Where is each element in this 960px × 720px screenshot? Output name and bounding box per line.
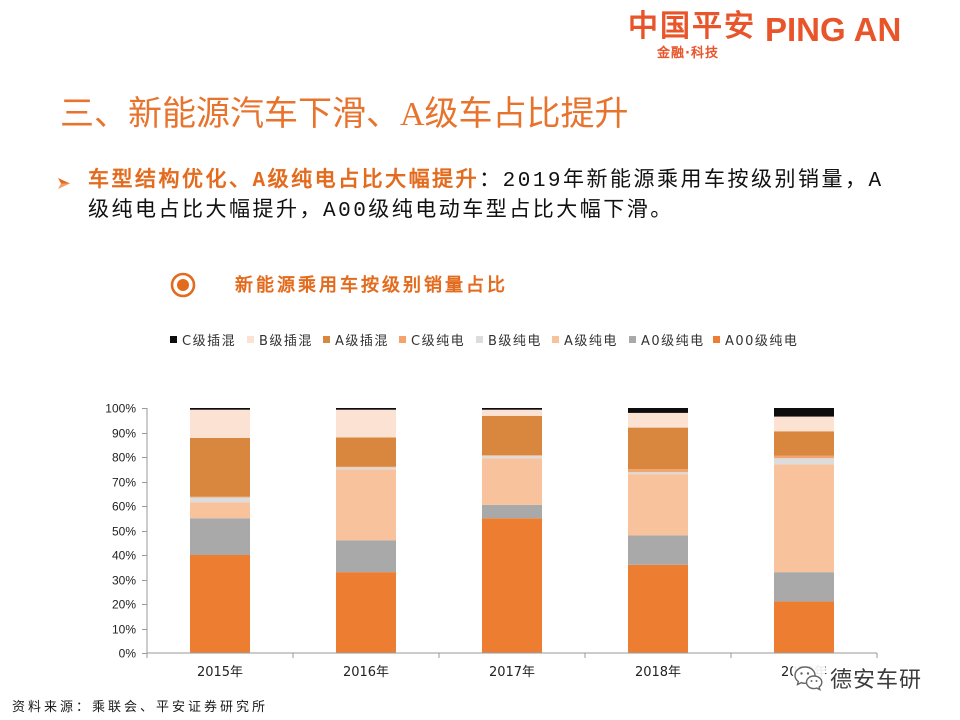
bar-segment-y0-s4 <box>190 496 250 498</box>
bar-segment-y1-s6 <box>336 409 396 438</box>
y-axis-label: 40% <box>112 549 136 563</box>
y-axis-label: 30% <box>112 574 136 588</box>
bar-segment-y3-s2 <box>628 474 688 536</box>
watermark-text: 德安车研 <box>830 668 923 693</box>
bar-segment-y4-s1 <box>774 572 834 602</box>
legend-marker <box>323 335 330 343</box>
bar-segment-y3-s3 <box>628 472 688 475</box>
bar-segment-y0-s3 <box>190 497 250 503</box>
legend-label: A级插混 <box>335 333 389 349</box>
x-axis-label: 2018年 <box>635 665 681 680</box>
bar-segment-y1-s3 <box>336 467 396 470</box>
bar-segment-y3-s6 <box>628 412 688 428</box>
legend-item-c-bev: C级纯电 <box>399 331 466 349</box>
bullet-highlight: 车型结构优化、A级纯电占比大幅提升 <box>88 170 480 193</box>
bar-segment-y0-s7 <box>190 408 250 410</box>
bar-segment-y1-s2 <box>336 469 396 541</box>
chart-title: 新能源乘用车按级别销量占比 <box>235 275 508 296</box>
bar-segment-y3-s7 <box>628 408 688 413</box>
bullet-text-1: ：2019年新能源乘用车按级别销量，A <box>479 170 884 193</box>
bar-segment-y4-s5 <box>774 431 834 456</box>
bar-segment-y3-s4 <box>628 469 688 473</box>
bar-segment-y0-s1 <box>190 518 250 555</box>
legend-label: A0级纯电 <box>641 333 705 349</box>
bar-segment-y2-s0 <box>482 518 542 653</box>
legend-marker <box>476 335 483 343</box>
bar-segment-y4-s2 <box>774 464 834 573</box>
bar-segment-y1-s1 <box>336 540 396 573</box>
legend-item-a-bev: A级纯电 <box>552 331 618 349</box>
bullet-arrow-icon <box>58 178 70 189</box>
source-note: 资料来源：乘联会、平安证券研究所 <box>12 700 269 715</box>
bullet-line-1: 车型结构优化、A级纯电占比大幅提升：2019年新能源乘用车按级别销量，A <box>88 168 884 196</box>
bar-segment-y0-s6 <box>190 409 250 438</box>
bar-segment-y4-s7 <box>774 408 834 417</box>
bar-segment-y2-s1 <box>482 504 542 519</box>
x-axis-label: 2016年 <box>343 665 389 680</box>
legend-marker <box>170 335 177 343</box>
legend-item-a0-bev: A0级纯电 <box>629 331 705 349</box>
bar-segment-y4-s6 <box>774 416 834 432</box>
target-circle-icon <box>170 272 196 298</box>
x-axis-label: 2017年 <box>489 665 535 680</box>
bar-segment-y2-s3 <box>482 455 542 459</box>
bar-segment-y1-s5 <box>336 437 396 467</box>
legend-marker <box>247 335 254 343</box>
legend-label: B级插混 <box>259 333 313 349</box>
legend-marker <box>713 335 720 343</box>
y-axis-label: 60% <box>112 500 136 514</box>
legend-marker <box>629 335 636 343</box>
wechat-icon <box>793 664 825 692</box>
legend-item-b-bev: B级纯电 <box>476 331 542 349</box>
bar-segment-y2-s4 <box>482 455 542 456</box>
logo-en-text: PING AN <box>765 11 902 48</box>
legend-label: A00级纯电 <box>725 333 799 349</box>
logo-slogan: 金融·科技 <box>657 46 719 61</box>
y-axis-label: 10% <box>112 623 136 637</box>
watermark: 德安车研 <box>793 663 922 693</box>
legend-item-a00-bev: A00级纯电 <box>713 331 799 349</box>
legend-marker <box>552 335 559 343</box>
legend-marker <box>399 335 406 343</box>
legend-item-c-phev: C级插混 <box>170 331 237 349</box>
bar-segment-y0-s2 <box>190 502 250 519</box>
legend-item-b-phev: B级插混 <box>247 331 313 349</box>
legend-label: B级纯电 <box>488 333 542 349</box>
bar-segment-y2-s2 <box>482 458 542 505</box>
y-axis-label: 90% <box>112 427 136 441</box>
bar-segment-y2-s7 <box>482 408 542 410</box>
page-title: 三、新能源汽车下滑、A级车占比提升 <box>60 96 629 133</box>
bar-segment-y4-s0 <box>774 601 834 653</box>
bar-segment-y1-s7 <box>336 408 396 410</box>
stacked-bar-chart: 2015年2016年2017年2018年2019年0%10%20%30%40%5… <box>105 402 878 680</box>
bar-segment-y3-s5 <box>628 427 688 470</box>
y-axis-label: 100% <box>105 402 136 416</box>
bar-segment-y2-s6 <box>482 409 542 416</box>
y-axis-label: 20% <box>112 598 136 612</box>
legend-item-a-phev: A级插混 <box>323 331 389 349</box>
bar-segment-y0-s0 <box>190 555 250 653</box>
bar-segment-y0-s5 <box>190 437 250 497</box>
y-axis-label: 0% <box>119 647 137 661</box>
bar-segment-y1-s0 <box>336 572 396 653</box>
legend-label: C级插混 <box>182 333 237 349</box>
legend-label: C级纯电 <box>411 333 466 349</box>
bar-segment-y3-s0 <box>628 564 688 653</box>
bar-segment-y4-s4 <box>774 455 834 459</box>
bar-segment-y2-s5 <box>482 415 542 456</box>
y-axis-label: 70% <box>112 476 136 490</box>
y-axis-label: 80% <box>112 451 136 465</box>
logo-cn-text: 中国平安 <box>628 9 756 44</box>
bullet-line-2: 级纯电占比大幅提升，A00级纯电动车型占比大幅下滑。 <box>88 200 674 223</box>
y-axis-label: 50% <box>112 525 136 539</box>
legend-label: A级纯电 <box>564 333 618 349</box>
bar-segment-y3-s1 <box>628 535 688 565</box>
x-axis-label: 2015年 <box>197 665 243 680</box>
bar-segment-y4-s3 <box>774 458 834 465</box>
